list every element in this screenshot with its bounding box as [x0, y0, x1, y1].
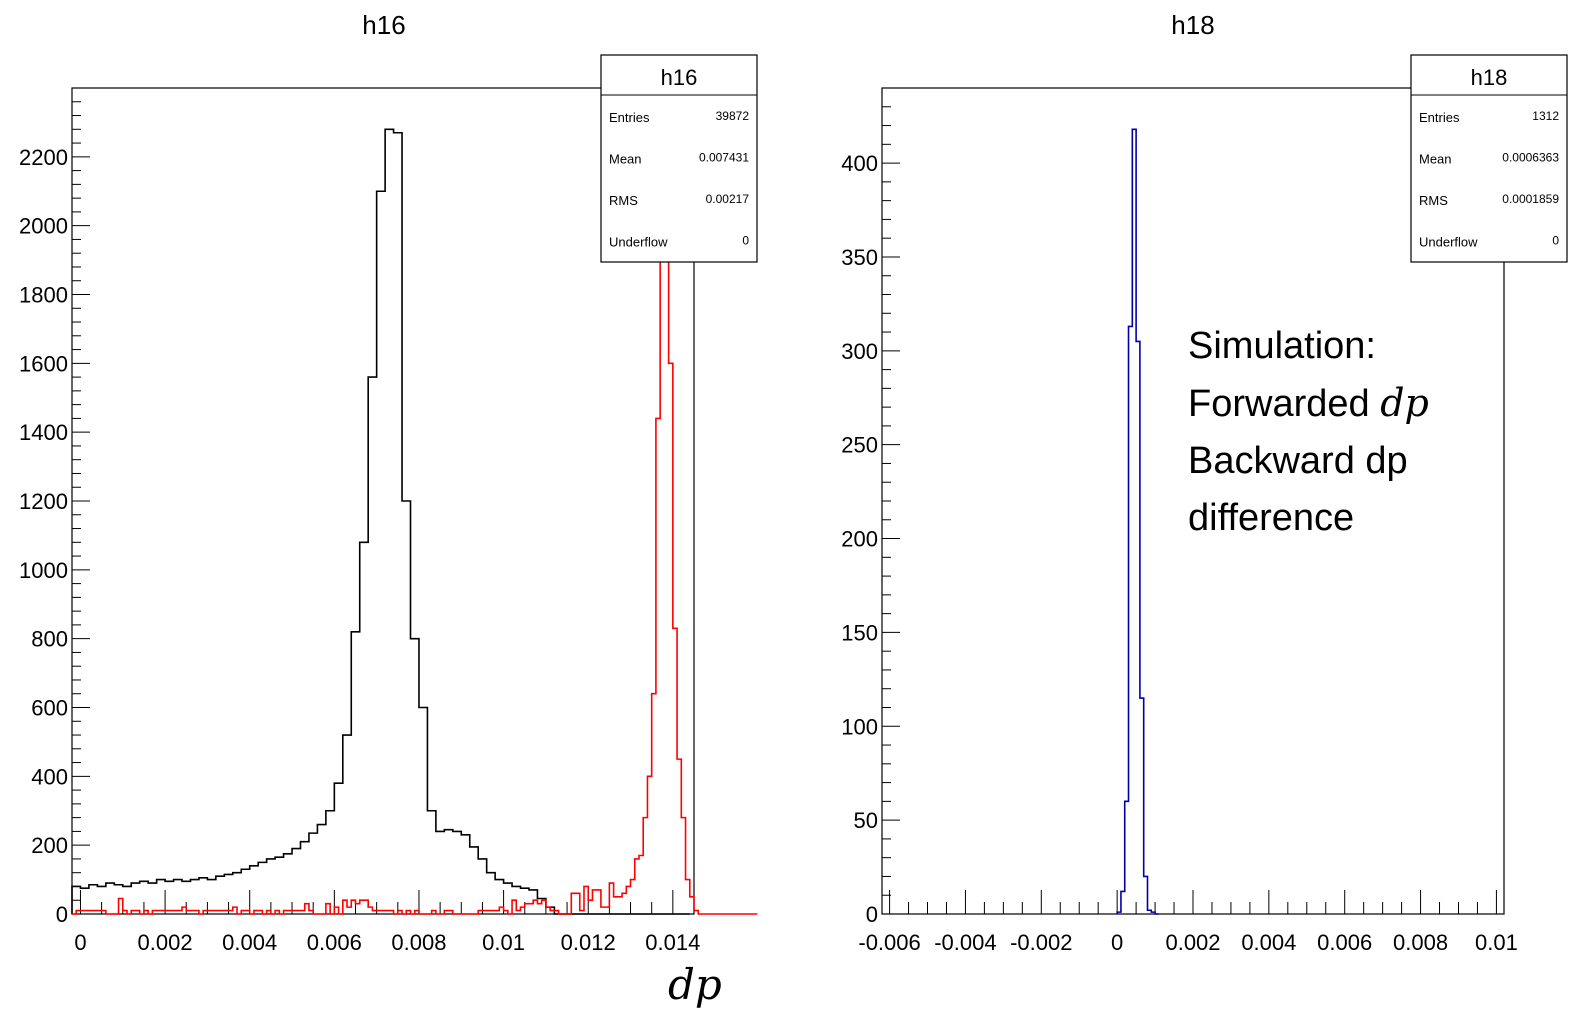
stats-box-title: h16: [661, 65, 698, 90]
y-tick-label: 300: [841, 339, 878, 364]
y-tick-label: 400: [841, 151, 878, 176]
histogram-series-1: [71, 128, 690, 915]
stats-label-mean: Mean: [1419, 152, 1452, 167]
x-tick-label: 0.006: [307, 930, 362, 955]
x-tick-label: 0.002: [1165, 930, 1220, 955]
y-tick-label: 800: [31, 627, 68, 652]
y-tick-label: 2200: [19, 145, 68, 170]
y-tick-label: 200: [31, 833, 68, 858]
y-tick-label: 600: [31, 696, 68, 721]
simulation-annotation: Simulation: Forwarded dp Backward dp dif…: [1188, 318, 1429, 547]
y-tick-label: 350: [841, 245, 878, 270]
stats-label-entries: Entries: [609, 110, 650, 125]
stats-value-mean: 0.0006363: [1502, 151, 1559, 165]
x-tick-label: 0.014: [645, 930, 700, 955]
histogram-series-2: [72, 131, 758, 915]
stats-label-underflow: Underflow: [1419, 235, 1478, 250]
chart-title: h16: [362, 10, 405, 40]
stats-label-entries: Entries: [1419, 110, 1460, 125]
x-tick-label: 0.012: [561, 930, 616, 955]
annotation-line-2: Forwarded dp: [1188, 381, 1429, 425]
x-tick-label: 0.008: [1393, 930, 1448, 955]
x-axis-label: dp: [668, 960, 722, 1009]
stats-value-rms: 0.0001859: [1502, 192, 1559, 206]
y-tick-label: 0: [866, 902, 878, 927]
y-tick-label: 200: [841, 527, 878, 552]
x-tick-label: 0.01: [482, 930, 525, 955]
x-tick-label: 0.004: [1241, 930, 1296, 955]
stats-label-underflow: Underflow: [609, 235, 668, 250]
y-tick-label: 1800: [19, 283, 68, 308]
y-tick-label: 0: [56, 902, 68, 927]
annotation-line-1: Simulation:: [1188, 325, 1376, 367]
stats-value-rms: 0.00217: [706, 192, 750, 206]
stats-box-frame: [600, 54, 758, 263]
stats-value-underflow: 0: [742, 234, 749, 248]
stats-value-entries: 1312: [1532, 109, 1559, 123]
y-tick-label: 1600: [19, 351, 68, 376]
stats-label-mean: Mean: [609, 152, 642, 167]
stats-label-rms: RMS: [609, 193, 638, 208]
y-tick-label: 1200: [19, 489, 68, 514]
y-tick-label: 50: [854, 808, 878, 833]
y-tick-label: 1000: [19, 558, 68, 583]
x-tick-label: 0.006: [1317, 930, 1372, 955]
stats-box: h16 Entries 39872 Mean 0.007431 RMS 0.00217 Und…: [600, 54, 758, 263]
x-tick-label: 0.002: [138, 930, 193, 955]
stats-box-frame: [1410, 54, 1568, 263]
y-tick-label: 250: [841, 433, 878, 458]
x-tick-label: 0.008: [391, 930, 446, 955]
annotation-line-4: difference: [1188, 497, 1355, 539]
y-tick-label: 100: [841, 714, 878, 739]
stats-value-underflow: 0: [1552, 234, 1559, 248]
x-tick-label: 0: [1111, 930, 1123, 955]
x-tick-label: 0: [74, 930, 86, 955]
y-tick-label: 150: [841, 620, 878, 645]
stats-label-rms: RMS: [1419, 193, 1448, 208]
histogram-h16: h16 0 200 400 600 800 1000 1200 1400 1600 1800 2000…: [19, 10, 758, 955]
histogram-h18: h18 0 50 100 150 200 250 300 350 400 -0.006 -0.004-…: [841, 10, 1568, 955]
x-tick-label: -0.006: [858, 930, 920, 955]
x-tick-label: -0.002: [1010, 930, 1072, 955]
annotation-line-3: Backward dp: [1188, 440, 1408, 482]
stats-value-mean: 0.007431: [699, 151, 749, 165]
y-tick-label: 400: [31, 764, 68, 789]
stats-box: h18 Entries 1312 Mean 0.0006363 RMS 0.0001859 U…: [1410, 54, 1568, 263]
stats-box-title: h18: [1471, 65, 1508, 90]
x-tick-label: 0.01: [1475, 930, 1518, 955]
chart-title: h18: [1171, 10, 1214, 40]
x-tick-label: 0.004: [222, 930, 277, 955]
x-tick-label: -0.004: [934, 930, 996, 955]
stats-value-entries: 39872: [716, 109, 750, 123]
y-tick-label: 2000: [19, 214, 68, 239]
y-tick-label: 1400: [19, 420, 68, 445]
histogram-series-1: [1116, 128, 1159, 915]
